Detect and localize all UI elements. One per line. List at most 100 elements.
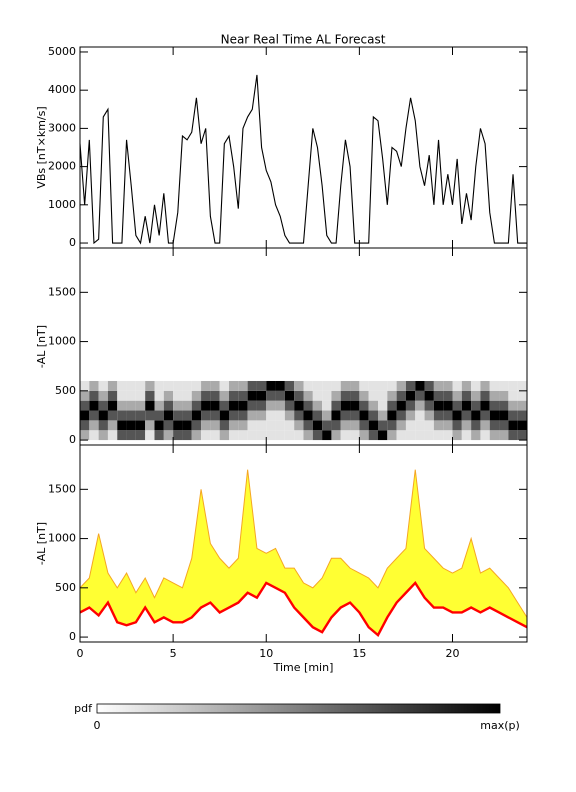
pdf-cell [256, 400, 267, 411]
pdf-cell [173, 430, 183, 441]
pdf-cell [80, 430, 90, 441]
pdf-cell [126, 410, 136, 421]
pdf-cell [424, 430, 434, 441]
pdf-cell [331, 390, 341, 401]
pdf-cell [135, 390, 146, 401]
pdf-cell [107, 430, 118, 441]
pdf-cell [396, 410, 406, 421]
pdf-cell [266, 400, 276, 411]
upper-line [79, 469, 528, 618]
pdf-cell [489, 390, 500, 401]
pdf-cell [266, 430, 276, 441]
pdf-cell [135, 410, 146, 421]
y-axis-label: -AL [nT] [35, 522, 48, 565]
pdf-cell [135, 380, 146, 391]
pdf-cell [284, 380, 295, 391]
pdf-cell [312, 430, 323, 441]
colorbar [96, 703, 501, 714]
pdf-cell [98, 410, 108, 421]
pdf-cell [201, 400, 211, 411]
plot-frame [79, 444, 528, 643]
pdf-cell [480, 430, 490, 441]
pdf-cell [396, 420, 406, 431]
pdf-cell [294, 390, 304, 401]
pdf-cell [359, 420, 369, 431]
pdf-cell [284, 390, 295, 401]
pdf-cell [415, 400, 425, 411]
y-tick-label: 1500 [48, 285, 76, 298]
pdf-cell [284, 410, 295, 421]
pdf-cell [322, 420, 332, 431]
pdf-cell [508, 410, 518, 421]
pdf-cell [229, 380, 239, 391]
pdf-cell [219, 400, 229, 411]
pdf-cell [461, 420, 472, 431]
pdf-cell [350, 400, 360, 411]
pdf-cell [489, 430, 500, 441]
pdf-cell [331, 400, 341, 411]
pdf-cell [378, 410, 388, 421]
pdf-cell [489, 420, 500, 431]
pdf-cell [489, 410, 500, 421]
pdf-cell [229, 410, 239, 421]
pdf-cell [350, 380, 360, 391]
pdf-cell [433, 430, 444, 441]
pdf-cell [368, 410, 378, 421]
y-axis-label: VBs [nT×km/s] [35, 106, 48, 188]
pdf-cell [89, 420, 99, 431]
pdf-cell [247, 400, 257, 411]
pdf-cell [210, 380, 220, 391]
pdf-cell [461, 430, 472, 441]
pdf-cell [154, 380, 164, 391]
pdf-cell [80, 410, 90, 421]
pdf-cell [424, 380, 434, 391]
pdf-cell [229, 400, 239, 411]
pdf-cell [173, 410, 183, 421]
x-axis-label: Time [min] [273, 661, 334, 674]
pdf-cell [424, 400, 434, 411]
forecast-band [80, 469, 527, 636]
pdf-cell [405, 380, 416, 391]
pdf-cell [219, 410, 229, 421]
pdf-cell [275, 390, 285, 401]
pdf-cell [350, 410, 360, 421]
pdf-cell [452, 380, 462, 391]
pdf-cell [359, 380, 369, 391]
pdf-cell [117, 400, 127, 411]
pdf-cell [312, 380, 323, 391]
pdf-cell [340, 380, 351, 391]
pdf-cell [378, 420, 388, 431]
pdf-cell [191, 410, 202, 421]
y-tick-label: 0 [69, 433, 76, 446]
pdf-cell [145, 420, 155, 431]
pdf-cell [163, 430, 174, 441]
pdf-cell [294, 400, 304, 411]
pdf-cell [89, 400, 99, 411]
pdf-cell [303, 390, 313, 401]
pdf-cell [461, 380, 472, 391]
pdf-cell [238, 430, 248, 441]
pdf-cell [489, 400, 500, 411]
pdf-cell [182, 420, 192, 431]
pdf-cell [471, 420, 481, 431]
pdf-cell [471, 410, 481, 421]
y-tick-label: 0 [69, 630, 76, 643]
pdf-cell [89, 410, 99, 421]
pdf-cell [415, 380, 425, 391]
pdf-cell [387, 390, 397, 401]
pdf-cell [508, 420, 518, 431]
pdf-cell [219, 420, 229, 431]
median-line [79, 580, 528, 637]
pdf-cell [452, 390, 462, 401]
pdf-cell [322, 430, 332, 441]
pdf-cell [154, 410, 164, 421]
pdf-cell [452, 400, 462, 411]
pdf-cell [517, 390, 527, 401]
vbs-line [79, 74, 527, 245]
pdf-cell [163, 380, 174, 391]
pdf-cell [517, 420, 527, 431]
pdf-cell [182, 410, 192, 421]
pdf-cell [80, 390, 90, 401]
pdf-cell [499, 400, 509, 411]
pdf-cell [489, 380, 500, 391]
